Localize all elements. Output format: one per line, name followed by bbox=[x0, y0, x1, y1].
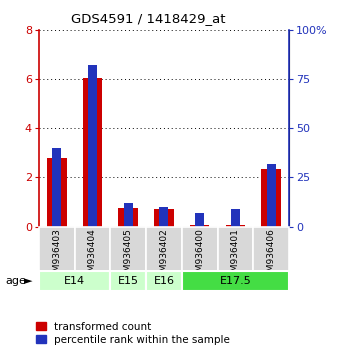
Text: E17.5: E17.5 bbox=[219, 276, 251, 286]
Bar bbox=[154, 209, 174, 227]
Bar bbox=[267, 164, 275, 227]
Text: E15: E15 bbox=[118, 276, 139, 286]
Bar bbox=[88, 65, 97, 227]
FancyBboxPatch shape bbox=[146, 227, 182, 271]
Bar bbox=[231, 209, 240, 227]
Text: GSM936403: GSM936403 bbox=[52, 228, 61, 283]
FancyBboxPatch shape bbox=[218, 227, 253, 271]
FancyBboxPatch shape bbox=[110, 227, 146, 271]
Bar bbox=[118, 208, 138, 227]
Text: GSM936405: GSM936405 bbox=[124, 228, 133, 283]
Text: GSM936401: GSM936401 bbox=[231, 228, 240, 283]
Text: E16: E16 bbox=[153, 276, 174, 286]
FancyBboxPatch shape bbox=[75, 227, 110, 271]
Bar bbox=[190, 225, 210, 227]
FancyBboxPatch shape bbox=[146, 271, 182, 291]
Bar bbox=[261, 169, 281, 227]
Text: ►: ► bbox=[24, 276, 33, 286]
Text: GSM936404: GSM936404 bbox=[88, 228, 97, 282]
FancyBboxPatch shape bbox=[39, 271, 110, 291]
Text: GSM936406: GSM936406 bbox=[267, 228, 275, 283]
FancyBboxPatch shape bbox=[182, 271, 289, 291]
Bar bbox=[195, 213, 204, 227]
FancyBboxPatch shape bbox=[39, 227, 75, 271]
Text: GSM936402: GSM936402 bbox=[160, 228, 168, 282]
FancyBboxPatch shape bbox=[110, 271, 146, 291]
Text: E14: E14 bbox=[64, 276, 85, 286]
Bar bbox=[47, 158, 67, 227]
FancyBboxPatch shape bbox=[253, 227, 289, 271]
FancyBboxPatch shape bbox=[182, 227, 218, 271]
Text: GDS4591 / 1418429_at: GDS4591 / 1418429_at bbox=[71, 12, 226, 25]
Text: GSM936400: GSM936400 bbox=[195, 228, 204, 283]
Bar bbox=[52, 148, 61, 227]
Bar bbox=[124, 203, 133, 227]
Bar bbox=[160, 207, 168, 227]
Bar bbox=[225, 225, 245, 227]
Text: age: age bbox=[5, 276, 26, 286]
Legend: transformed count, percentile rank within the sample: transformed count, percentile rank withi… bbox=[32, 317, 234, 349]
Bar bbox=[83, 78, 102, 227]
